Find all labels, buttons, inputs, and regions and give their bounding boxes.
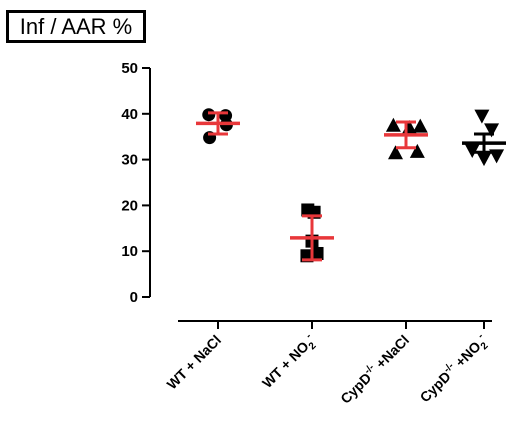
y-tick-label: 50 — [121, 60, 138, 77]
data-point — [484, 123, 500, 138]
x-tick-label: CypD-/- +NaCl — [336, 331, 412, 407]
x-tick-label: CypD-/- +NO2- — [416, 331, 493, 408]
data-point — [474, 109, 490, 124]
y-tick-label: 10 — [121, 243, 138, 260]
data-point — [476, 152, 492, 167]
data-point — [409, 143, 425, 158]
data-point — [202, 108, 216, 122]
y-tick-label: 30 — [121, 152, 138, 169]
chart-title: Inf / AAR % — [6, 10, 146, 43]
y-tick-label: 40 — [121, 106, 138, 123]
data-point — [385, 117, 401, 132]
y-tick-label: 20 — [121, 197, 138, 214]
data-point — [412, 118, 428, 133]
y-tick-label: 0 — [130, 289, 138, 306]
x-tick-label: WT + NO2- — [258, 331, 321, 394]
x-tick-label: WT + NaCl — [164, 332, 225, 393]
data-point — [310, 246, 324, 260]
data-point — [464, 143, 480, 158]
data-point — [388, 145, 403, 160]
